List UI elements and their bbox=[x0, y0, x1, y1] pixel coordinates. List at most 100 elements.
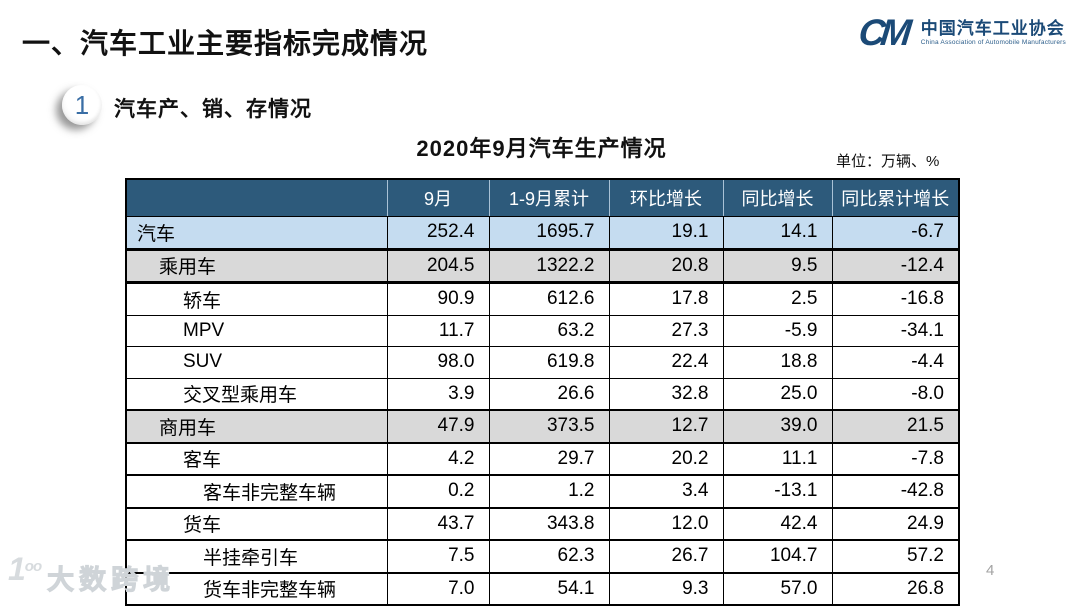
row-label: 交叉型乘用车 bbox=[126, 378, 387, 411]
cell-value: -7.8 bbox=[831, 442, 959, 476]
cell-value: 7.5 bbox=[386, 540, 489, 574]
cell-value: -34.1 bbox=[831, 315, 959, 347]
cell-value: 63.2 bbox=[488, 315, 609, 347]
cell-value: -8.0 bbox=[831, 378, 959, 411]
cell-value: 19.1 bbox=[608, 216, 723, 251]
cell-value: 54.1 bbox=[488, 572, 609, 606]
section-title: 汽车产、销、存情况 bbox=[114, 98, 312, 121]
cell-value: 98.0 bbox=[386, 346, 489, 379]
row-label: 客车 bbox=[126, 442, 387, 476]
cell-value: -6.7 bbox=[831, 216, 959, 251]
cell-value: 14.1 bbox=[722, 216, 832, 251]
column-header: 环比增长 bbox=[608, 179, 723, 217]
table-row: 乘用车 204.5 1322.2 20.8 9.5 -12.4 bbox=[126, 249, 959, 284]
caam-logo-name-en: China Association of Automobile Manufact… bbox=[920, 38, 1066, 46]
cell-value: 43.7 bbox=[386, 507, 489, 541]
cell-value: 25.0 bbox=[722, 378, 832, 411]
column-header: 同比增长 bbox=[722, 179, 832, 217]
cell-value: 42.4 bbox=[722, 507, 832, 541]
section-number-badge: 1 bbox=[62, 85, 102, 125]
column-header: 1-9月累计 bbox=[488, 179, 609, 217]
cell-value: -12.4 bbox=[831, 249, 959, 284]
caam-logo: CM 中国汽车工业协会 China Association of Automob… bbox=[857, 12, 1066, 53]
cell-value: 17.8 bbox=[608, 282, 723, 316]
cell-value: 0.2 bbox=[386, 475, 489, 509]
cell-value: 26.6 bbox=[488, 378, 609, 411]
cell-value: 21.5 bbox=[831, 410, 959, 444]
cell-value: 252.4 bbox=[386, 216, 489, 251]
table-row: 货车 43.7 343.8 12.0 42.4 24.9 bbox=[126, 507, 959, 541]
cell-value: 27.3 bbox=[608, 315, 723, 347]
row-label: SUV bbox=[126, 346, 387, 379]
cell-value: 62.3 bbox=[488, 540, 609, 574]
cell-value: 4.2 bbox=[386, 442, 489, 476]
watermark: 1oo 大数跨境 bbox=[8, 553, 175, 597]
row-label: 半挂牵引车 bbox=[126, 540, 387, 574]
cell-value: 47.9 bbox=[386, 410, 489, 444]
cell-value: 1322.2 bbox=[488, 249, 609, 284]
row-label: MPV bbox=[126, 315, 387, 347]
table-row: SUV 98.0 619.8 22.4 18.8 -4.4 bbox=[126, 346, 959, 379]
table-row: 客车 4.2 29.7 20.2 11.1 -7.8 bbox=[126, 442, 959, 476]
row-label: 货车非完整车辆 bbox=[126, 572, 387, 606]
cell-value: -4.4 bbox=[831, 346, 959, 379]
cell-value: 7.0 bbox=[386, 572, 489, 606]
caam-logo-names: 中国汽车工业协会 China Association of Automobile… bbox=[921, 19, 1066, 46]
page-title: 一、汽车工业主要指标完成情况 bbox=[22, 28, 429, 59]
cell-value: 22.4 bbox=[608, 346, 723, 379]
cell-value: -13.1 bbox=[722, 475, 832, 509]
cell-value: 11.7 bbox=[386, 315, 489, 347]
caam-logo-monogram-icon: CM bbox=[857, 12, 909, 53]
cell-value: 1.2 bbox=[488, 475, 609, 509]
row-label: 轿车 bbox=[126, 282, 387, 316]
cell-value: 9.3 bbox=[608, 572, 723, 606]
table-header-row: 9月 1-9月累计 环比增长 同比增长 同比累计增长 bbox=[126, 179, 959, 217]
column-header: 同比累计增长 bbox=[831, 179, 959, 217]
cell-value: 18.8 bbox=[722, 346, 832, 379]
row-label: 乘用车 bbox=[126, 249, 387, 284]
table-row: 客车非完整车辆 0.2 1.2 3.4 -13.1 -42.8 bbox=[126, 475, 959, 509]
table-row: 交叉型乘用车 3.9 26.6 32.8 25.0 -8.0 bbox=[126, 378, 959, 411]
cell-value: 1695.7 bbox=[488, 216, 609, 251]
cell-value: 2.5 bbox=[722, 282, 832, 316]
row-label: 货车 bbox=[126, 507, 387, 541]
watermark-logo-icon: 1oo bbox=[8, 551, 42, 587]
watermark-text: 大数跨境 bbox=[47, 565, 176, 596]
table-row: 货车非完整车辆 7.0 54.1 9.3 57.0 26.8 bbox=[126, 572, 959, 606]
cell-value: 57.2 bbox=[831, 540, 959, 574]
cell-value: 343.8 bbox=[488, 507, 609, 541]
cell-value: 11.1 bbox=[722, 442, 832, 476]
cell-value: 373.5 bbox=[488, 410, 609, 444]
cell-value: 12.7 bbox=[608, 410, 723, 444]
page-number: 4 bbox=[986, 562, 995, 579]
row-label: 汽车 bbox=[126, 216, 387, 251]
row-label: 商用车 bbox=[126, 410, 387, 444]
cell-value: 24.9 bbox=[831, 507, 959, 541]
cell-value: 26.8 bbox=[831, 572, 959, 606]
cell-value: 12.0 bbox=[608, 507, 723, 541]
cell-value: 9.5 bbox=[722, 249, 832, 284]
table-row: MPV 11.7 63.2 27.3 -5.9 -34.1 bbox=[126, 315, 959, 347]
cell-value: 29.7 bbox=[488, 442, 609, 476]
table-header: 9月 1-9月累计 环比增长 同比增长 同比累计增长 bbox=[126, 179, 959, 217]
column-header bbox=[126, 179, 387, 217]
cell-value: 204.5 bbox=[386, 249, 489, 284]
cell-value: 20.8 bbox=[608, 249, 723, 284]
cell-value: 3.9 bbox=[386, 378, 489, 411]
table-body: 汽车 252.4 1695.7 19.1 14.1 -6.7 乘用车 204.5 1322.2 2… bbox=[126, 216, 959, 606]
table-row: 汽车 252.4 1695.7 19.1 14.1 -6.7 bbox=[126, 216, 959, 251]
table-row: 半挂牵引车 7.5 62.3 26.7 104.7 57.2 bbox=[126, 540, 959, 574]
cell-value: 20.2 bbox=[608, 442, 723, 476]
unit-label: 单位：万辆、% bbox=[836, 153, 940, 170]
cell-value: 90.9 bbox=[386, 282, 489, 316]
cell-value: 57.0 bbox=[722, 572, 832, 606]
cell-value: -42.8 bbox=[831, 475, 959, 509]
cell-value: -16.8 bbox=[831, 282, 959, 316]
cell-value: 26.7 bbox=[608, 540, 723, 574]
cell-value: 39.0 bbox=[722, 410, 832, 444]
row-label: 客车非完整车辆 bbox=[126, 475, 387, 509]
production-table: 9月 1-9月累计 环比增长 同比增长 同比累计增长 汽车 252.4 1695.7 19.1… bbox=[125, 178, 960, 606]
table-row: 轿车 90.9 612.6 17.8 2.5 -16.8 bbox=[126, 282, 959, 316]
cell-value: 612.6 bbox=[488, 282, 609, 316]
